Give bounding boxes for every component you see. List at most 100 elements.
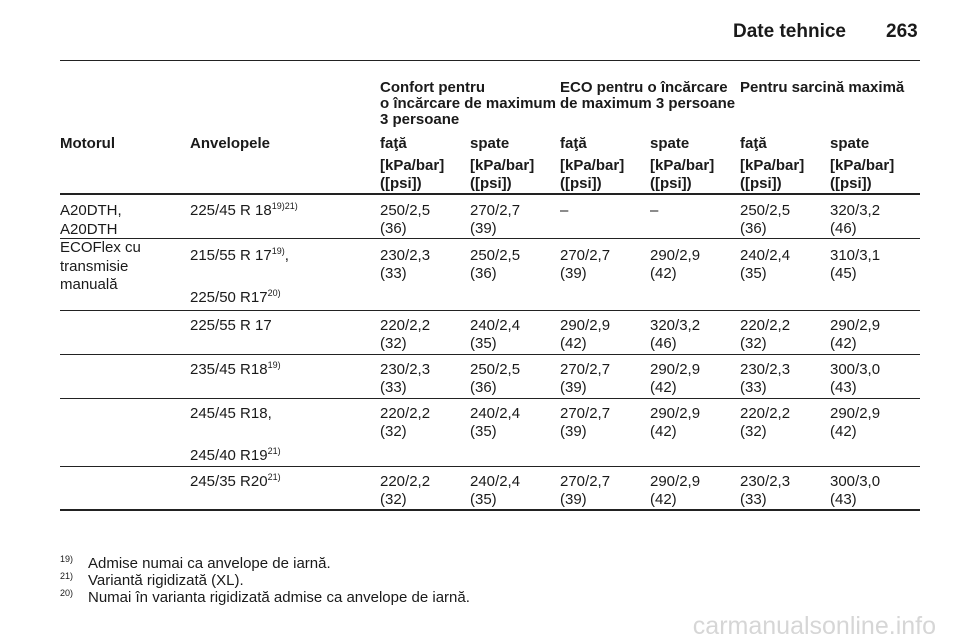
pressure-kpa: 220/2,2	[740, 405, 791, 422]
unit-kpa: [kPa/bar]	[470, 157, 535, 174]
pressure-kpa: 220/2,2	[740, 317, 791, 334]
rule	[60, 509, 920, 511]
column-header: spate	[470, 135, 510, 152]
pressure-kpa: 290/2,9	[560, 317, 611, 334]
tyre-size: 235/45 R1819)	[190, 361, 281, 379]
pressure-kpa: 290/2,9	[650, 247, 701, 264]
pressure-kpa: 240/2,4	[470, 317, 521, 334]
tyre-text: 225/45 R 18	[190, 202, 272, 219]
pressure-psi: (36)	[380, 220, 407, 237]
pressure-kpa: 230/2,3	[740, 473, 791, 490]
pressure-psi: (35)	[470, 335, 497, 352]
group-header: Pentru sarcină maximă	[740, 79, 905, 96]
pressure-psi: (39)	[470, 220, 497, 237]
pressure-psi: (32)	[740, 423, 767, 440]
footnote-text: Variantă rigidizată (XL).	[88, 572, 244, 589]
rule	[60, 193, 920, 195]
tyre-size: 225/45 R 1819)21)	[190, 202, 298, 220]
unit-kpa: [kPa/bar]	[380, 157, 445, 174]
group-header: ECO pentru o încărcare	[560, 79, 728, 96]
engine-line: A20DTH	[60, 220, 118, 238]
rule	[60, 354, 920, 355]
tyre-size: 245/35 R2021)	[190, 473, 281, 491]
pressure-kpa: 300/3,0	[830, 361, 881, 378]
watermark: carmanualsonline.info	[692, 612, 936, 640]
tyre-suffix: ,	[284, 247, 289, 264]
footnote-text: Numai în varianta rigidizată admise ca a…	[88, 589, 470, 606]
tyre-size: 245/45 R18,	[190, 405, 272, 423]
pressure-psi: (43)	[830, 491, 857, 508]
pressure-psi: (39)	[560, 491, 587, 508]
pressure-psi: (46)	[650, 335, 677, 352]
pressure-psi: (33)	[740, 491, 767, 508]
pressure-psi: (43)	[830, 379, 857, 396]
tyre-text: 245/40 R19	[190, 447, 268, 464]
footnote-mark: 21)	[60, 571, 74, 581]
footnote-ref: 21)	[267, 446, 281, 456]
pressure-kpa: 240/2,4	[470, 473, 521, 490]
engine-line: ECOFlex cu	[60, 239, 141, 256]
pressure-kpa: –	[650, 202, 659, 219]
pressure-psi: (35)	[470, 423, 497, 440]
tyre-text: 225/55 R 17	[190, 317, 272, 334]
pressure-kpa: 250/2,5	[380, 202, 431, 219]
engine-line: A20DTH,	[60, 202, 122, 219]
rule	[60, 466, 920, 467]
pressure-psi: (42)	[650, 265, 677, 282]
pressure-psi: (36)	[470, 379, 497, 396]
pressure-psi: (32)	[380, 491, 407, 508]
pressure-kpa: 300/3,0	[830, 473, 881, 490]
pressure-kpa: 240/2,4	[470, 405, 521, 422]
footnote-ref: 19)21)	[271, 201, 298, 211]
tyre-text: 235/45 R18	[190, 361, 268, 378]
footnote-ref: 19)	[271, 246, 285, 256]
pressure-kpa: 270/2,7	[470, 202, 521, 219]
pressure-kpa: 250/2,5	[470, 247, 521, 264]
pressure-psi: (36)	[470, 265, 497, 282]
column-header: faţă	[380, 135, 407, 152]
header-title: Date tehnice	[733, 21, 846, 42]
pressure-kpa: 220/2,2	[380, 405, 431, 422]
tyre-size: 245/40 R1921)	[190, 447, 281, 465]
unit-kpa: [kPa/bar]	[650, 157, 715, 174]
tyre-size: 215/55 R 1719),	[190, 247, 289, 265]
group-header: Confort pentru	[380, 79, 485, 96]
pressure-psi: (32)	[740, 335, 767, 352]
unit-kpa: [kPa/bar]	[740, 157, 805, 174]
pressure-psi: (39)	[560, 265, 587, 282]
pressure-kpa: 320/3,2	[830, 202, 881, 219]
footnote-ref: 20)	[267, 288, 281, 298]
column-header: faţă	[560, 135, 587, 152]
pressure-psi: (32)	[380, 423, 407, 440]
unit-psi: ([psi])	[650, 175, 692, 192]
pressure-kpa: 240/2,4	[740, 247, 791, 264]
unit-kpa: [kPa/bar]	[560, 157, 625, 174]
rule	[60, 60, 920, 61]
pressure-psi: (42)	[650, 379, 677, 396]
pressure-psi: (33)	[380, 379, 407, 396]
pressure-psi: (42)	[650, 491, 677, 508]
unit-psi: ([psi])	[560, 175, 602, 192]
engine-line: manuală	[60, 276, 118, 293]
column-header: faţă	[740, 135, 767, 152]
pressure-psi: (42)	[650, 423, 677, 440]
pressure-psi: (39)	[560, 423, 587, 440]
unit-kpa: [kPa/bar]	[830, 157, 895, 174]
pressure-kpa: 230/2,3	[740, 361, 791, 378]
pressure-psi: (45)	[830, 265, 857, 282]
unit-psi: ([psi])	[830, 175, 872, 192]
unit-psi: ([psi])	[740, 175, 782, 192]
pressure-kpa: 290/2,9	[830, 317, 881, 334]
pressure-psi: (36)	[740, 220, 767, 237]
rule	[60, 398, 920, 399]
footnote-text: Admise numai ca anvelope de iarnă.	[88, 555, 331, 572]
pressure-psi: (42)	[830, 335, 857, 352]
group-header: de maximum 3 persoane	[560, 95, 736, 112]
page-number: 263	[886, 21, 918, 42]
engine-line: transmisie	[60, 257, 129, 275]
pressure-kpa: 320/3,2	[650, 317, 701, 334]
pressure-kpa: 270/2,7	[560, 473, 611, 490]
unit-psi: ([psi])	[470, 175, 512, 192]
pressure-psi: (39)	[560, 379, 587, 396]
rule	[60, 238, 920, 239]
